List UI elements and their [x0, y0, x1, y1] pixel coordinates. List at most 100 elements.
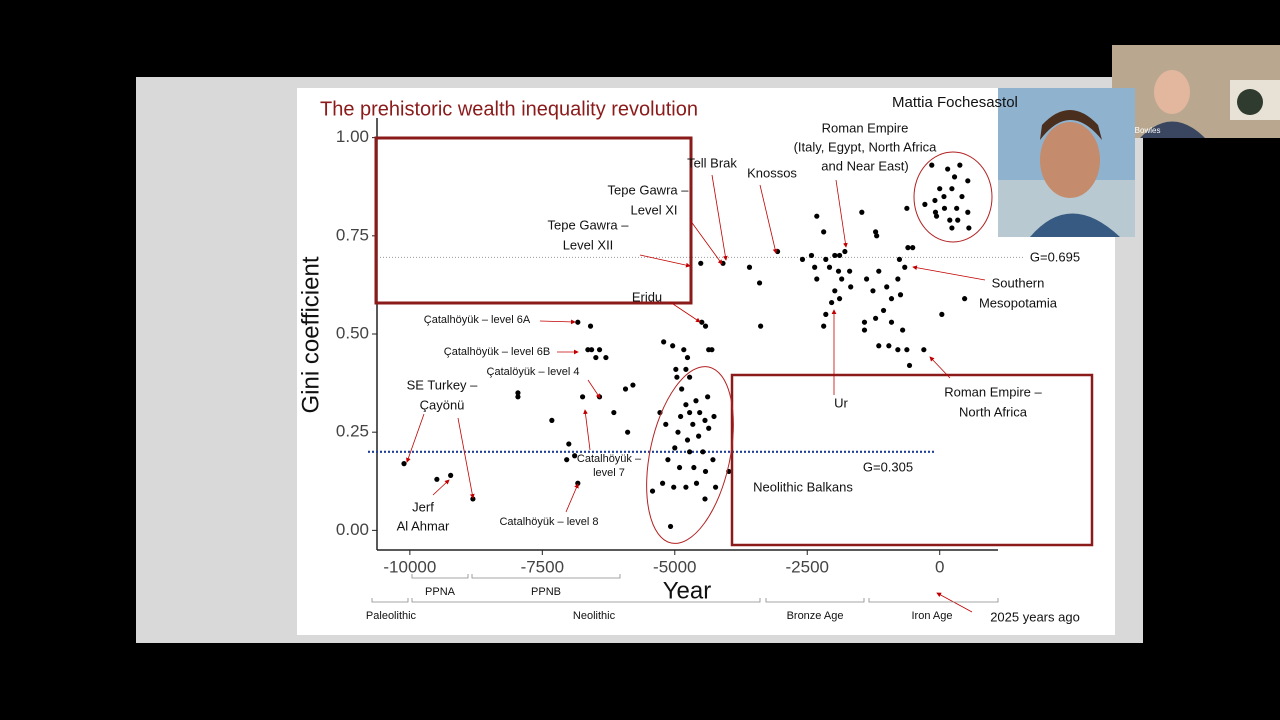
period-label: PPNA	[425, 586, 456, 598]
data-point	[515, 390, 521, 396]
annotation: Tell Brak	[687, 155, 737, 170]
data-point	[937, 186, 943, 192]
period-label: Paleolithic	[366, 610, 417, 622]
data-point	[675, 429, 681, 435]
annotation: 2025 years ago	[990, 609, 1080, 624]
data-point	[684, 437, 691, 443]
y-axis-label: Gini coefficient	[297, 256, 324, 413]
data-point	[585, 347, 591, 353]
data-point	[611, 409, 617, 416]
period-bracket	[371, 598, 409, 603]
data-point	[848, 284, 854, 290]
data-point	[756, 280, 763, 286]
data-point	[829, 299, 835, 306]
data-point	[832, 288, 838, 294]
annotation: Level XII	[563, 237, 614, 252]
data-point	[949, 225, 955, 231]
data-point	[678, 413, 684, 420]
annotation: Çatalöyük – level 4	[487, 366, 580, 378]
data-point	[679, 386, 685, 392]
annotation: Al Ahmar	[397, 518, 450, 533]
data-point	[947, 217, 953, 223]
data-point	[932, 197, 938, 204]
data-point	[448, 472, 454, 478]
data-point	[696, 433, 702, 439]
data-point	[693, 480, 700, 486]
annotation: G=0.305	[863, 459, 913, 474]
annotation: Southern	[992, 275, 1045, 290]
data-point	[572, 453, 578, 459]
y-tick-label: 0.25	[336, 422, 369, 441]
data-point	[663, 421, 669, 427]
data-point	[897, 292, 904, 298]
period-label: PPNB	[531, 586, 561, 598]
annotation: SE Turkey –	[407, 377, 479, 392]
data-point	[579, 394, 586, 400]
data-point	[951, 174, 958, 180]
data-point	[873, 315, 879, 321]
data-point	[886, 343, 892, 349]
data-point	[630, 382, 636, 388]
data-point	[665, 457, 671, 463]
x-axis-label: Year	[663, 577, 712, 604]
period-bracket	[411, 598, 761, 603]
data-point	[603, 354, 609, 361]
data-point	[821, 229, 827, 235]
x-tick-label: -2500	[786, 557, 829, 576]
data-point	[672, 445, 678, 451]
data-point	[957, 162, 963, 168]
data-point	[593, 354, 599, 361]
webcam[interactable]: Sam Bowles	[1112, 45, 1280, 138]
data-point	[876, 268, 882, 274]
annotation: Çatalhöyük – level 6B	[444, 346, 550, 358]
data-point	[799, 256, 806, 262]
data-point	[904, 205, 910, 211]
data-point	[932, 209, 939, 215]
data-point	[949, 186, 955, 192]
data-point	[622, 386, 629, 392]
data-point	[671, 484, 677, 490]
data-point	[965, 209, 971, 215]
author: Mattia Fochesastol	[892, 94, 1018, 111]
period-bracket	[411, 574, 469, 579]
data-point	[683, 366, 689, 372]
data-point	[870, 288, 876, 294]
period-label: Iron Age	[912, 610, 953, 622]
chart-title: The prehistoric wealth inequality revolu…	[320, 98, 698, 120]
data-point	[661, 339, 667, 345]
data-point	[687, 449, 693, 455]
data-point	[895, 347, 901, 353]
data-point	[710, 457, 716, 463]
data-point	[861, 327, 868, 333]
data-point	[587, 323, 594, 329]
data-point	[564, 457, 570, 463]
data-point	[684, 354, 691, 361]
y-tick-label: 1.00	[336, 127, 369, 146]
data-point	[863, 276, 870, 282]
data-point	[699, 319, 705, 325]
annotation: Catalhöyük –	[577, 453, 642, 465]
data-point	[697, 409, 703, 416]
data-point	[434, 476, 440, 482]
data-point	[933, 213, 940, 219]
data-point	[895, 276, 901, 282]
data-point	[702, 417, 708, 423]
data-point	[698, 260, 704, 266]
data-point	[702, 468, 709, 475]
x-tick-label: -7500	[521, 557, 564, 576]
data-point	[702, 496, 708, 502]
data-point	[549, 417, 555, 423]
annotation: G=0.695	[1030, 249, 1080, 264]
data-point	[575, 319, 581, 325]
annotation: Mesopotamia	[979, 295, 1058, 310]
data-point	[839, 276, 845, 282]
data-point	[674, 374, 680, 380]
data-point	[847, 268, 853, 274]
data-point	[873, 229, 879, 235]
data-point	[900, 327, 906, 333]
annotation: North Africa	[959, 404, 1028, 419]
data-point	[746, 264, 753, 270]
annotation: Çayönü	[420, 397, 465, 412]
data-point	[681, 347, 687, 353]
